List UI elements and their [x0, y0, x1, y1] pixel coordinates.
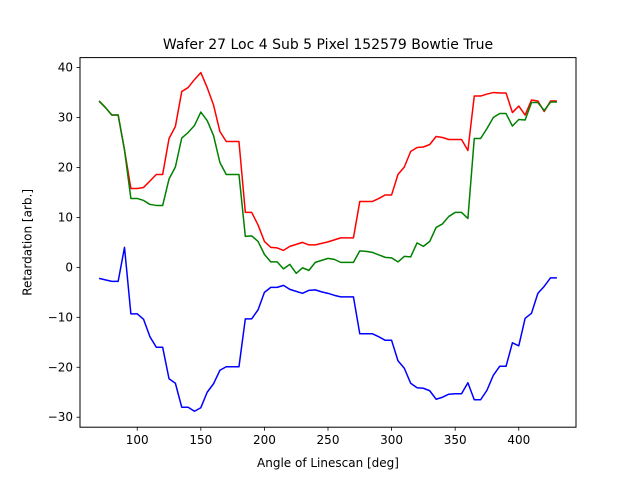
- y-tick-label: 0: [65, 260, 73, 274]
- x-axis-label: Angle of Linescan [deg]: [257, 456, 399, 470]
- x-tick-label: 250: [317, 433, 340, 447]
- y-tick-label: −30: [48, 410, 73, 424]
- series-line-3: [98, 246, 557, 412]
- chart-title: Wafer 27 Loc 4 Sub 5 Pixel 152579 Bowtie…: [163, 37, 493, 53]
- y-tick-label: 10: [58, 210, 73, 224]
- y-axis-ticks: −30 −20 −10 0 10 20 30 40: [48, 61, 80, 424]
- y-axis-label: Retardation [arb.]: [21, 189, 35, 296]
- series-line-2: [98, 100, 557, 275]
- y-tick-label: 30: [58, 111, 73, 125]
- y-tick-label: 20: [58, 160, 73, 174]
- y-tick-label: −20: [48, 360, 73, 374]
- x-axis-ticks: 100 150 200 250 300 350 400: [126, 427, 530, 447]
- y-tick-label: 40: [58, 61, 73, 75]
- series-line-1: [98, 71, 557, 252]
- x-tick-label: 400: [507, 433, 530, 447]
- x-tick-label: 100: [126, 433, 149, 447]
- y-tick-label: −10: [48, 310, 73, 324]
- x-tick-label: 200: [253, 433, 276, 447]
- x-tick-label: 300: [380, 433, 403, 447]
- x-tick-label: 350: [444, 433, 467, 447]
- series-layer: [98, 71, 557, 412]
- x-tick-label: 150: [189, 433, 212, 447]
